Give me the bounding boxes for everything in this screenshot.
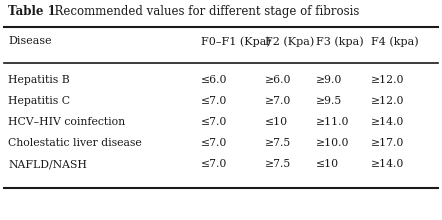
Text: ≥12.0: ≥12.0 xyxy=(371,75,405,85)
Text: ≤10: ≤10 xyxy=(316,159,339,169)
Text: ≥14.0: ≥14.0 xyxy=(371,117,405,127)
Text: Disease: Disease xyxy=(8,36,52,46)
Text: Hepatitis B: Hepatitis B xyxy=(8,75,69,85)
Text: ≥11.0: ≥11.0 xyxy=(316,117,350,127)
Text: F2 (Kpa): F2 (Kpa) xyxy=(265,36,314,47)
Text: ≤7.0: ≤7.0 xyxy=(201,138,228,148)
Text: ≥7.5: ≥7.5 xyxy=(265,159,291,169)
Text: ≤7.0: ≤7.0 xyxy=(201,96,228,106)
Text: Cholestatic liver disease: Cholestatic liver disease xyxy=(8,138,142,148)
Text: ≤10: ≤10 xyxy=(265,117,288,127)
Text: Table 1: Table 1 xyxy=(8,5,56,18)
Text: Recommended values for different stage of fibrosis: Recommended values for different stage o… xyxy=(47,5,359,18)
Text: F3 (kpa): F3 (kpa) xyxy=(316,36,364,47)
Text: ≥7.5: ≥7.5 xyxy=(265,138,291,148)
Text: ≤7.0: ≤7.0 xyxy=(201,117,228,127)
Text: ≥7.0: ≥7.0 xyxy=(265,96,292,106)
Text: ≥17.0: ≥17.0 xyxy=(371,138,405,148)
Text: ≥9.5: ≥9.5 xyxy=(316,96,342,106)
Text: ≥12.0: ≥12.0 xyxy=(371,96,405,106)
Text: ≥14.0: ≥14.0 xyxy=(371,159,405,169)
Text: F0–F1 (Kpa): F0–F1 (Kpa) xyxy=(201,36,271,47)
Text: F4 (kpa): F4 (kpa) xyxy=(371,36,419,47)
Text: ≥9.0: ≥9.0 xyxy=(316,75,343,85)
Text: Hepatitis C: Hepatitis C xyxy=(8,96,70,106)
Text: ≥6.0: ≥6.0 xyxy=(265,75,292,85)
Text: ≥10.0: ≥10.0 xyxy=(316,138,350,148)
Text: NAFLD/NASH: NAFLD/NASH xyxy=(8,159,87,169)
Text: HCV–HIV coinfection: HCV–HIV coinfection xyxy=(8,117,125,127)
Text: ≤6.0: ≤6.0 xyxy=(201,75,228,85)
Text: ≤7.0: ≤7.0 xyxy=(201,159,228,169)
